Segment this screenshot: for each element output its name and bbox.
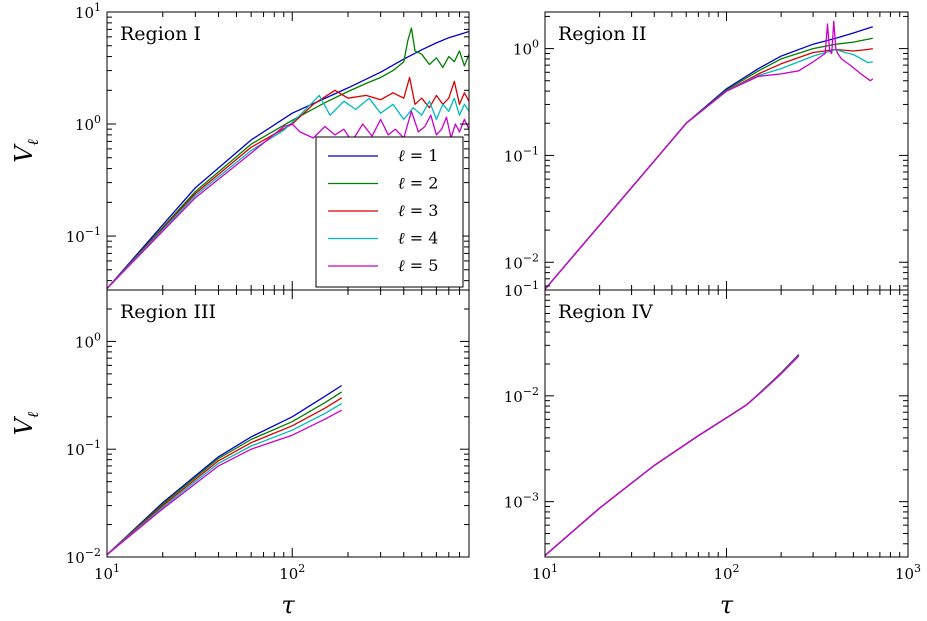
y-axis-label: Vℓ [10,412,42,436]
series-line-l2 [545,37,873,290]
series-line-l5 [107,110,469,289]
chart-panel-3: 10−2 10−1 100 101 102 Region III Vℓ τ [10,289,470,619]
legend: ℓ = 1 ℓ = 2 ℓ = 3 ℓ = 4 ℓ = 5 [315,136,464,288]
series-line-l5 [545,355,800,556]
series-line-l4 [107,94,469,289]
plot-frame [544,289,909,558]
y-tick-label: 10−1 [66,438,101,459]
region-title: Region III [120,301,216,323]
y-tick-label: 101 [75,1,101,22]
chart-panel-2: 10−2 10−1 100 Region II [504,11,909,291]
legend-label: ℓ = 3 [398,201,438,220]
series-line-l3 [545,47,873,290]
series-line-l1 [107,30,469,289]
series-line-l5 [107,409,343,556]
chart-panel-4: 10−3 10−2 10−1 101 102 103 Region IV τ [504,279,921,619]
y-axis-label: Vℓ [10,139,42,163]
series-line-l3 [545,354,800,556]
y-tick-label: 100 [513,38,539,59]
x-axis-label: τ [720,591,734,619]
tick-group [544,289,909,558]
series-line-l4 [545,48,873,290]
y-tick-label: 10−2 [504,251,539,272]
y-tick-label: 10−1 [504,279,539,300]
legend-label: ℓ = 2 [398,174,438,193]
series-line-l2 [107,391,343,556]
legend-label: ℓ = 5 [398,256,438,275]
series-line-l1 [545,26,873,290]
series-line-l2 [107,27,469,289]
x-tick-label: 101 [532,562,558,583]
plot-frame [544,11,909,291]
series-group [107,384,343,556]
legend-label: ℓ = 1 [398,146,438,165]
series-line-l4 [107,403,343,556]
series-line-l5 [545,20,874,290]
y-tick-label: 100 [75,330,101,351]
x-tick-label: 103 [895,562,921,583]
x-axis-label: τ [281,591,295,619]
series-line-l2 [545,354,800,556]
plot-frame [106,289,470,558]
series-group [107,27,469,289]
series-group [545,354,800,556]
tick-group [544,12,909,290]
series-line-l1 [545,354,800,556]
series-line-l4 [545,355,800,556]
x-tick-label: 102 [279,562,305,583]
x-tick-label: 102 [713,562,739,583]
legend-box [315,136,464,288]
series-line-l1 [107,384,343,556]
series-line-l3 [107,397,343,556]
chart-panel-1: 10−1 100 101 Region I Vℓ ℓ = 1 ℓ = 2 ℓ = 3 ℓ = 4… [10,1,470,291]
series-group [545,20,874,290]
x-tick-label: 101 [94,562,120,583]
region-title: Region II [558,23,647,45]
y-tick-label: 10−2 [504,385,539,406]
legend-label: ℓ = 4 [398,229,438,248]
y-tick-label: 100 [75,113,101,134]
y-tick-label: 10−1 [66,225,101,246]
series-line-l3 [107,76,469,289]
y-tick-label: 10−2 [66,546,101,567]
region-title: Region I [120,23,201,45]
y-tick-label: 10−3 [504,491,539,512]
region-title: Region IV [558,301,653,323]
y-tick-label: 10−1 [504,144,539,165]
